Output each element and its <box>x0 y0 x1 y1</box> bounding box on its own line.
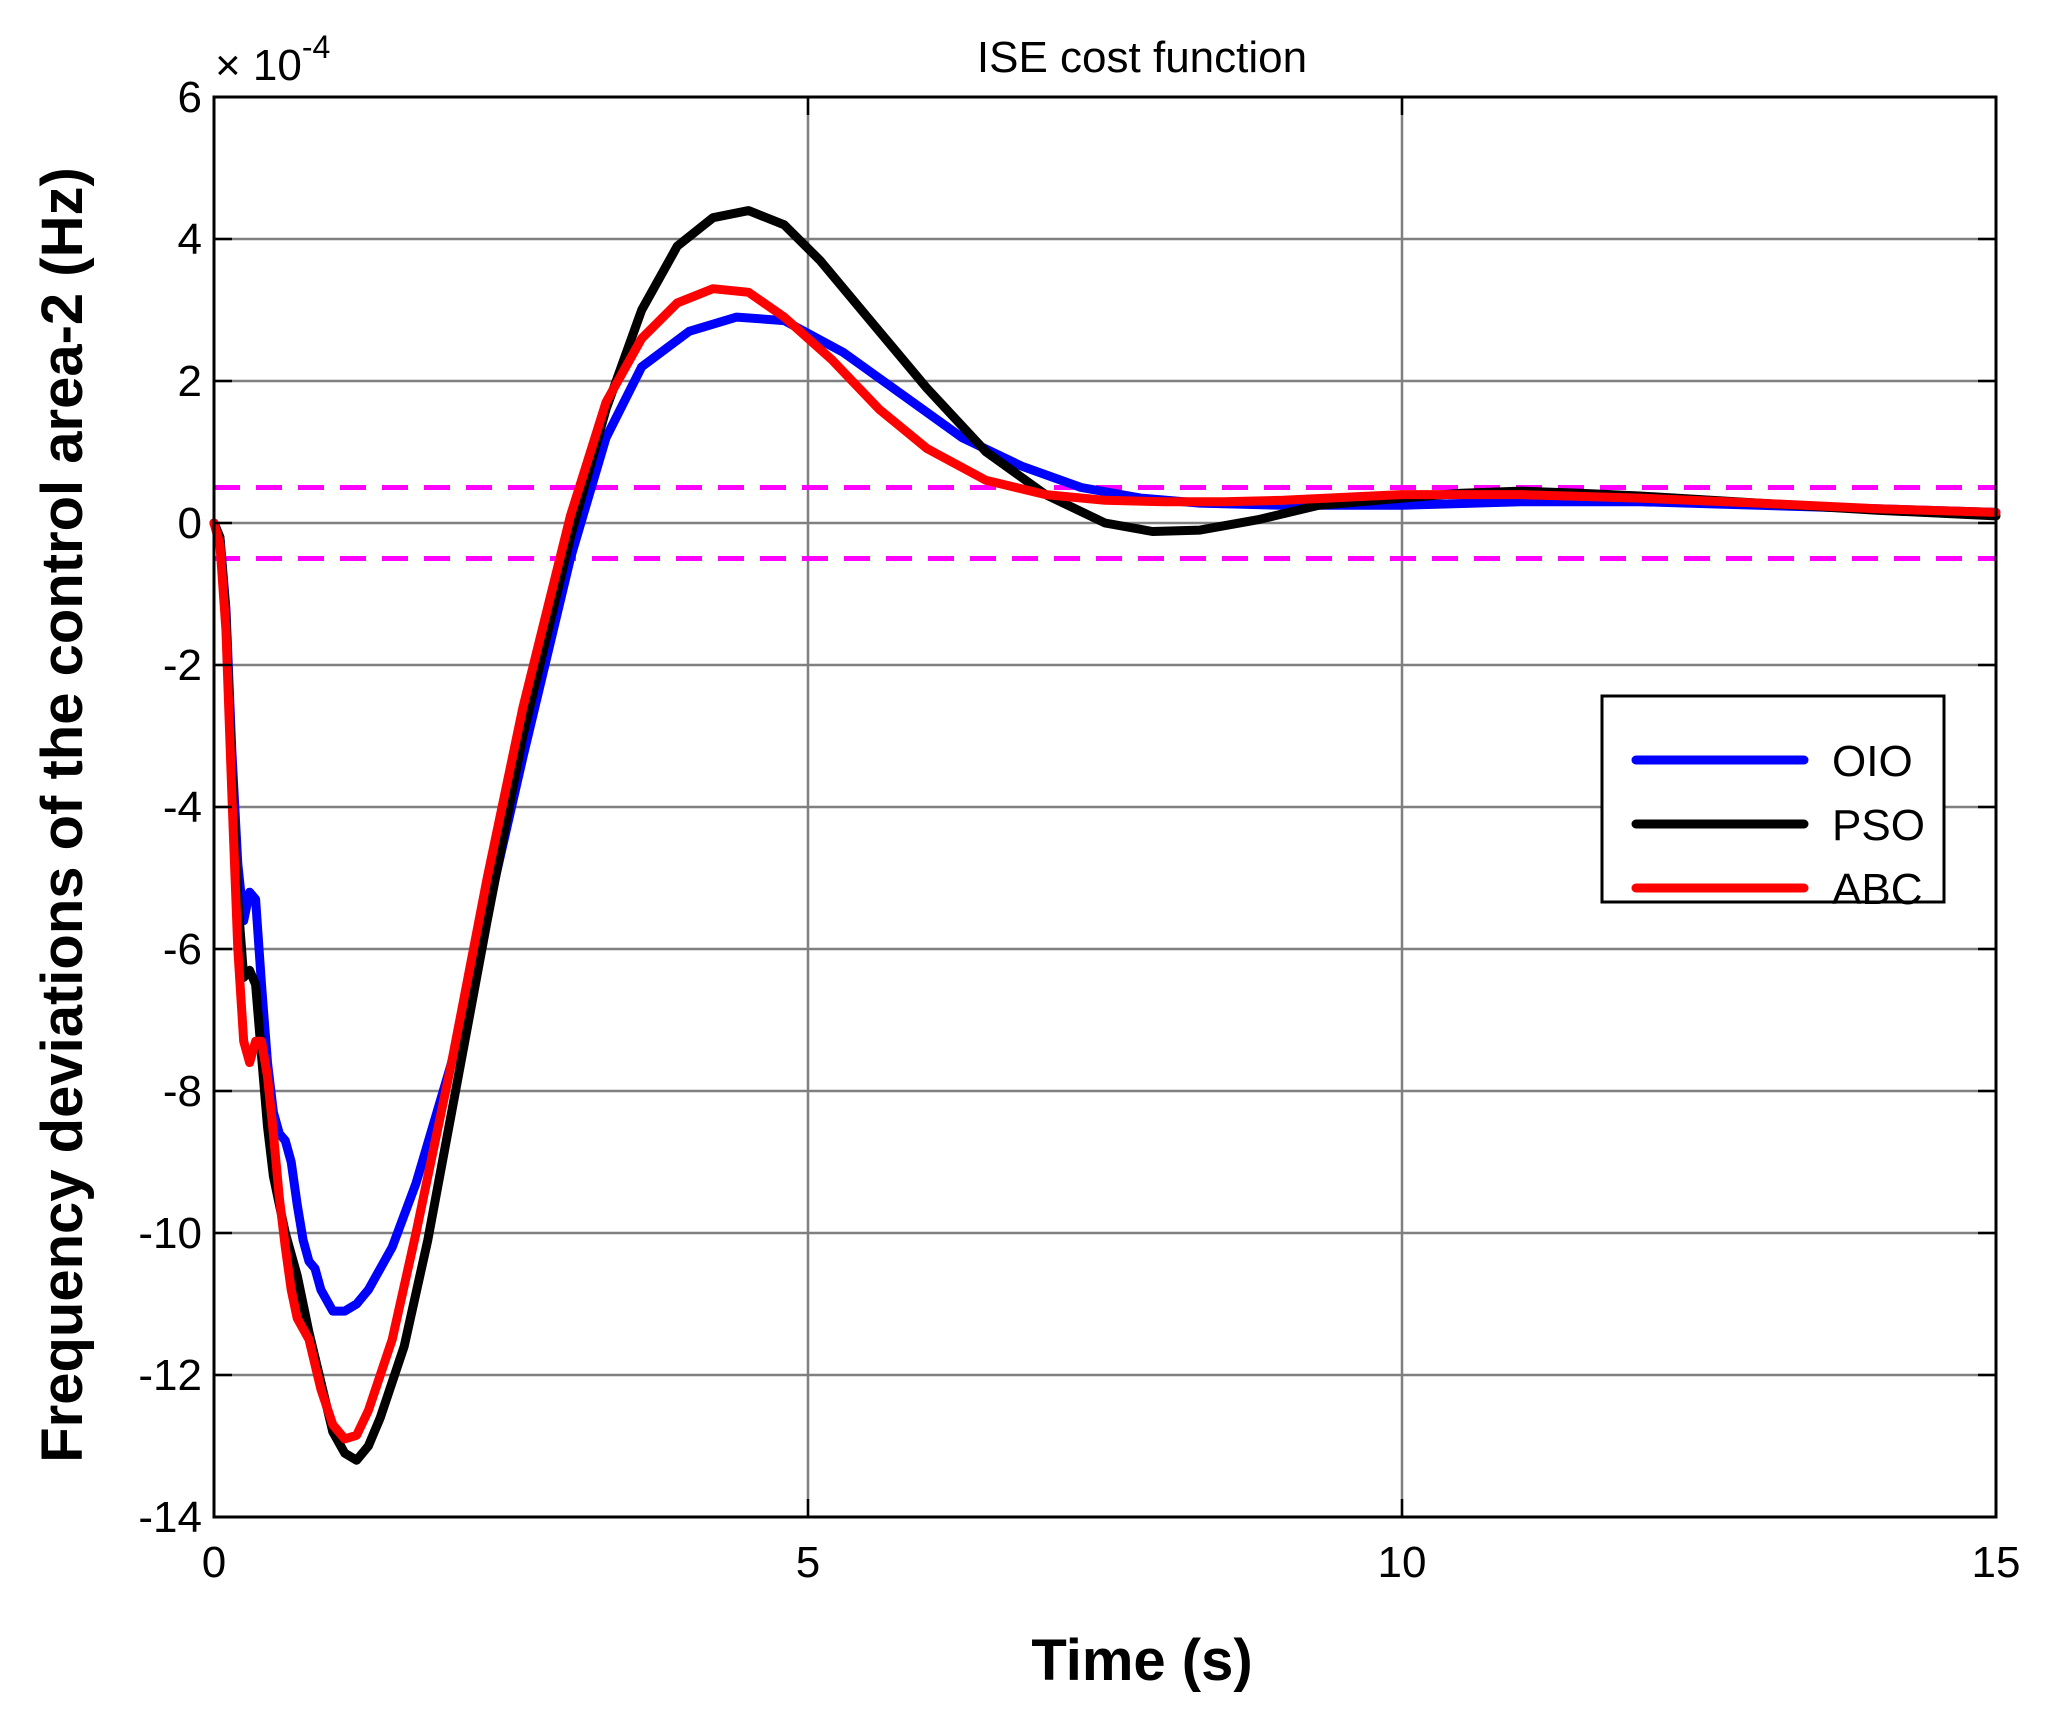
legend-label-pso: PSO <box>1832 801 1925 850</box>
y-tick-label: -4 <box>163 783 202 832</box>
y-axis-label: Frequency deviations of the control area… <box>30 167 95 1463</box>
axis-ticks: 0 5 10 15 6 4 2 0 -2 -4 -6 -8 -10 -12 -14 <box>138 73 2020 1587</box>
y-tick-label: 0 <box>178 499 202 548</box>
chart-title: ISE cost function <box>977 33 1307 82</box>
y-tick-label: -6 <box>163 925 202 974</box>
legend-box <box>1600 694 1946 904</box>
x-tick-label: 5 <box>796 1538 820 1587</box>
y-tick-label: 2 <box>178 357 202 406</box>
x-axis-label: Time (s) <box>1031 1628 1252 1693</box>
y-tick-label: -14 <box>138 1493 202 1542</box>
x-tick-label: 10 <box>1378 1538 1427 1587</box>
y-tick-label: -2 <box>163 641 202 690</box>
legend: OIO PSO ABC <box>1600 694 1946 914</box>
y-tick-label: 4 <box>178 215 202 264</box>
y-tick-label: -10 <box>138 1209 202 1258</box>
x-tick-label: 15 <box>1972 1538 2021 1587</box>
x-tick-label: 0 <box>202 1538 226 1587</box>
y-tick-label: 6 <box>178 73 202 122</box>
legend-label-oio: OIO <box>1832 737 1913 786</box>
y-scale-label: × 10-4 <box>215 29 330 90</box>
series-line-abc <box>209 284 2001 1444</box>
plot-series <box>209 206 2001 1465</box>
y-tick-label: -12 <box>138 1351 202 1400</box>
legend-label-abc: ABC <box>1832 865 1922 914</box>
y-tick-label: -8 <box>163 1067 202 1116</box>
